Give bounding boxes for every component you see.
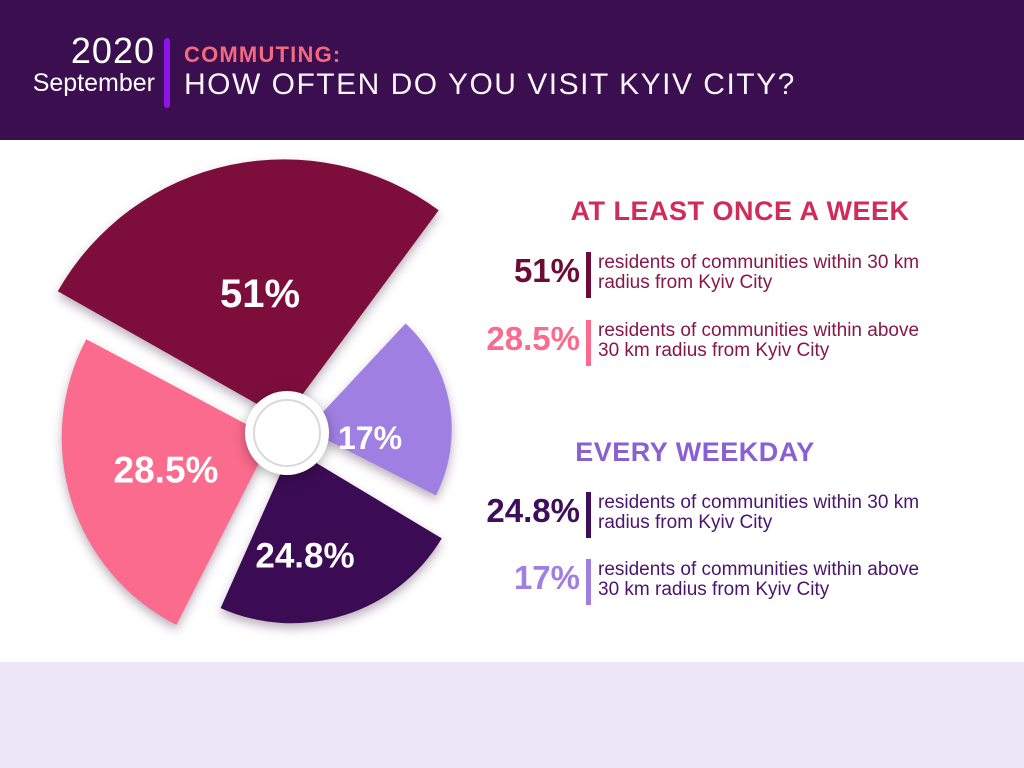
- pie-center-hole-inner: [253, 399, 321, 467]
- stat-line2: 30 km radius from Kyiv City: [598, 339, 830, 361]
- stat-row-24-8: 24.8% residents of communities within 30…: [470, 490, 1015, 542]
- stat-row-17: 17% residents of communities within abov…: [470, 557, 1015, 609]
- stat-line1: residents of communities within above: [598, 559, 920, 580]
- stat-line1: residents of communities within 30 km: [598, 252, 920, 273]
- stat-value: 28.5%: [486, 320, 580, 357]
- section-heading-once-a-week: AT LEAST ONCE A WEEK: [570, 196, 910, 226]
- stat-description: residents of communities within above 30…: [598, 321, 919, 360]
- stat-divider-bar: [586, 559, 591, 605]
- year-label: 2020: [70, 30, 155, 71]
- pie-slice-at-least-once-a-week-within-30km: [57, 159, 439, 420]
- stat-value: 51%: [513, 252, 580, 289]
- stat-value: 17%: [513, 559, 580, 596]
- stat-line2: 30 km radius from Kyiv City: [598, 578, 830, 600]
- date-block: 2020 September: [18, 30, 155, 98]
- stat-description: residents of communities within 30 km ra…: [598, 493, 919, 532]
- pie-chart: 51% 28.5% 24.8% 17%: [57, 159, 452, 625]
- header: 2020 September COMMUTING: HOW OFTEN DO Y…: [0, 0, 1024, 140]
- pie-slice-every-weekday-within-30km: [220, 448, 442, 624]
- stat-divider-bar: [586, 320, 591, 366]
- stat-line1: residents of communities within 30 km: [598, 492, 920, 513]
- section-heading-every-weekday: EVERY WEEKDAY: [575, 437, 815, 467]
- stat-description: residents of communities within 30 km ra…: [598, 253, 919, 292]
- pie-slice-every-weekday-above-30km: [306, 323, 452, 496]
- pie-label-at-least-once-a-week-above-30km: 28.5%: [114, 450, 219, 491]
- stat-description: residents of communities within above 30…: [598, 560, 919, 599]
- pie-label-at-least-once-a-week-within-30km: 51%: [220, 272, 300, 316]
- kicker-label: COMMUTING:: [184, 42, 342, 67]
- stat-divider-bar: [586, 252, 591, 298]
- month-label: September: [32, 69, 155, 97]
- pie-label-every-weekday-above-30km: 17%: [338, 420, 402, 456]
- stat-row-51: 51% residents of communities within 30 k…: [470, 250, 1015, 302]
- stat-line2: radius from Kyiv City: [598, 271, 773, 293]
- pie-slice-at-least-once-a-week-above-30km: [61, 339, 272, 625]
- footer: KYIV AGGLOMERATION OPINION OF POPULATION…: [0, 662, 1024, 768]
- header-divider: [164, 38, 170, 108]
- page-title: HOW OFTEN DO YOU VISIT KYIV CITY?: [184, 68, 796, 101]
- stat-divider-bar: [586, 492, 591, 538]
- stat-value: 24.8%: [486, 492, 580, 529]
- stat-line2: radius from Kyiv City: [598, 511, 773, 533]
- stat-line1: residents of communities within above: [598, 320, 920, 341]
- stat-row-28-5: 28.5% residents of communities within ab…: [470, 318, 1015, 370]
- pie-label-every-weekday-within-30km: 24.8%: [255, 537, 354, 576]
